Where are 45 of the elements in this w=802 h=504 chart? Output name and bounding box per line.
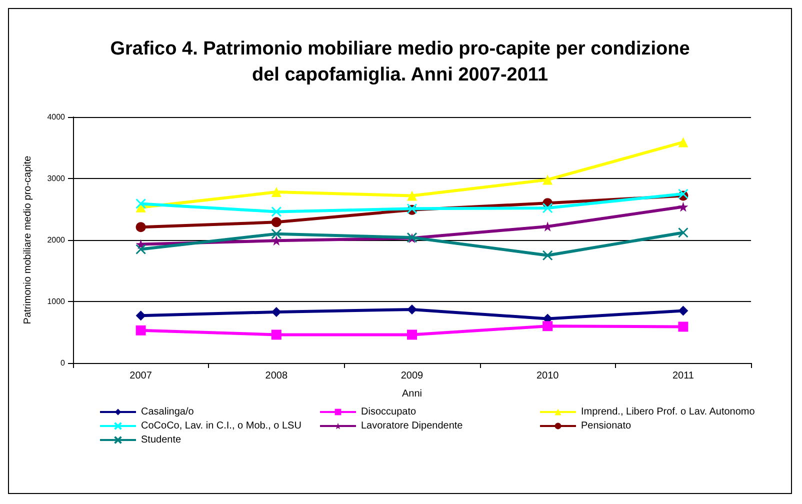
x-tick-label: 2008 [265, 370, 288, 382]
y-tick-label: 4000 [47, 112, 66, 122]
x-axis-title: Anni [402, 388, 422, 400]
point [136, 310, 146, 321]
point [407, 190, 417, 201]
x-tick-label: 2009 [400, 370, 424, 382]
legend-label: Casalinga/o [141, 406, 194, 418]
point [271, 330, 282, 340]
point [678, 137, 688, 148]
y-tick-label: 1000 [47, 297, 66, 306]
point [136, 202, 146, 212]
point [678, 322, 688, 332]
legend-label: Disoccupato [361, 406, 416, 418]
legend-label: Studente [141, 434, 182, 446]
point [136, 198, 146, 209]
point [271, 228, 282, 240]
legend-label: Lavoratore Dipendente [361, 420, 464, 432]
x-tick-label: 2007 [130, 370, 152, 382]
x-tick-label: 2010 [536, 370, 560, 382]
point [678, 306, 688, 316]
chart-title: Grafico 4. Patrimonio mobiliare medio pro-capite per condizione del capofamiglia. Anni 2007-2011 [110, 38, 690, 86]
point [271, 306, 282, 317]
point [271, 187, 282, 198]
y-axis-title: Patrimonio mobiliare medio pro-capite [22, 155, 34, 324]
point [542, 202, 553, 214]
point [678, 202, 688, 212]
point [678, 227, 688, 238]
x-tick-label: 2011 [672, 370, 694, 382]
y-tick-label: 3000 [47, 174, 66, 183]
legend-label: Imprend., Libero Prof. o Lav. Autonomo [581, 406, 756, 418]
y-tick-label: 2000 [47, 236, 66, 244]
point [271, 236, 282, 246]
point [136, 325, 146, 336]
point [542, 174, 553, 185]
point [407, 330, 417, 340]
point [136, 244, 146, 254]
legend-label: CoCoCo, Lav. in C.I., o Mob., o LSU [141, 420, 302, 432]
point [271, 206, 282, 217]
point [136, 222, 146, 232]
y-tick-label: 0 [60, 358, 66, 368]
point [542, 321, 553, 332]
legend-label: Pensionato [581, 420, 632, 432]
point [271, 217, 282, 228]
point [542, 250, 553, 261]
point [407, 304, 417, 314]
